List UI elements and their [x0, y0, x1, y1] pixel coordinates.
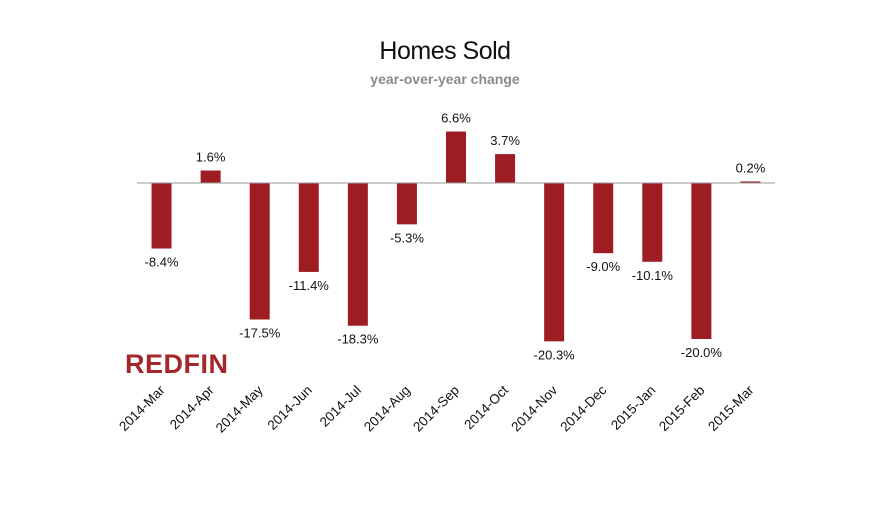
bar-2014-Mar — [151, 183, 172, 249]
value-label-2014-Dec: -9.0% — [586, 259, 620, 274]
value-label-2014-Sep: 6.6% — [441, 111, 471, 126]
value-label-2014-Mar: -8.4% — [145, 255, 179, 270]
chart-title: Homes Sold — [379, 37, 510, 65]
x-tick-2014-Dec: 2014-Dec — [557, 382, 609, 434]
value-label-2014-Aug: -5.3% — [390, 230, 424, 245]
x-tick-2014-Sep: 2014-Sep — [410, 383, 462, 435]
bar-2014-Oct — [495, 154, 516, 183]
value-label-2014-Jul: -18.3% — [337, 332, 379, 347]
chart-subtitle: year-over-year change — [370, 71, 520, 87]
x-tick-2014-Jul: 2014-Jul — [317, 383, 364, 430]
x-tick-2014-Oct: 2014-Oct — [461, 382, 511, 432]
x-tick-2015-Mar: 2015-Mar — [705, 382, 757, 434]
bar-2014-Nov — [544, 183, 565, 342]
x-tick-2015-Jan: 2015-Jan — [608, 383, 658, 433]
value-label-group: -8.4% 1.6% -17.5% -11.4% -18.3% -5.3% 6.6% 3.7%… — [145, 111, 766, 363]
bar-2014-Sep — [446, 131, 466, 183]
x-tick-2014-Nov: 2014-Nov — [508, 382, 560, 434]
bar-2014-Jun — [298, 183, 319, 272]
bar-2015-Jan — [642, 183, 663, 262]
bar-2014-May — [249, 183, 270, 320]
x-tick-2014-Jun: 2014-Jun — [264, 383, 314, 433]
bar-group — [151, 131, 761, 342]
value-label-2014-Nov: -20.3% — [534, 347, 576, 362]
x-tick-2014-May: 2014-May — [213, 382, 266, 435]
bar-2014-Apr — [200, 170, 221, 183]
x-tick-2014-Mar: 2014-Mar — [116, 382, 168, 434]
value-label-2014-Apr: 1.6% — [196, 150, 226, 165]
bar-2014-Jul — [347, 183, 368, 326]
value-label-2014-May: -17.5% — [239, 326, 281, 341]
bar-2015-Feb — [691, 183, 712, 339]
value-label-2014-Jun: -11.4% — [289, 278, 330, 293]
x-tick-2014-Aug: 2014-Aug — [361, 383, 413, 435]
bar-2014-Aug — [396, 183, 417, 225]
bar-2014-Dec — [593, 183, 614, 254]
value-label-2015-Jan: -10.1% — [632, 268, 674, 283]
value-label-2015-Mar: 0.2% — [736, 160, 766, 175]
x-tick-2015-Feb: 2015-Feb — [656, 383, 707, 434]
value-label-2014-Oct: 3.7% — [490, 133, 520, 148]
bar-2015-Mar — [740, 181, 761, 183]
redfin-logo: REDFIN — [125, 349, 229, 379]
value-label-2015-Feb: -20.0% — [681, 345, 723, 360]
x-tick-2014-Apr: 2014-Apr — [167, 382, 217, 432]
